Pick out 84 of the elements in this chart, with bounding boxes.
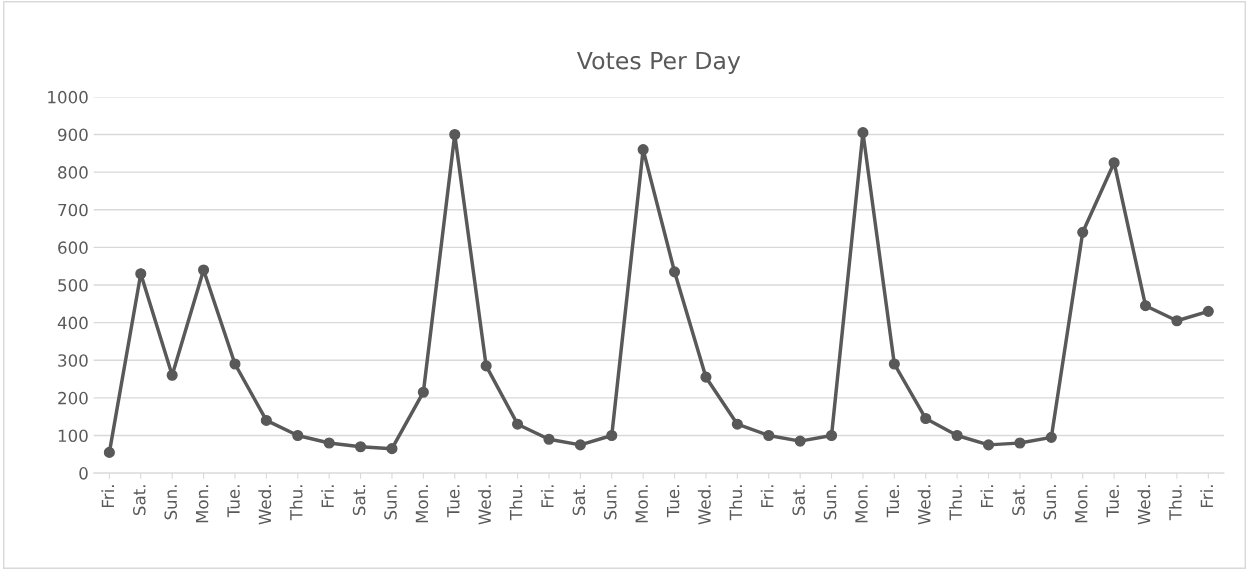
x-tick-label: Wed. — [917, 485, 931, 525]
y-tick-label: 400 — [57, 316, 88, 330]
x-tick-label: Thu. — [949, 485, 962, 521]
point — [355, 441, 367, 453]
x-tick-label: Sun. — [823, 485, 837, 520]
x-tick-label: Tue. — [886, 485, 900, 518]
point — [260, 414, 272, 426]
point — [198, 264, 210, 276]
y-tick-label: 200 — [58, 391, 88, 405]
x-tick-label: Sat. — [792, 485, 805, 516]
point — [1108, 157, 1120, 169]
x-tick-label: Wed. — [258, 485, 272, 525]
y-tick-label: 300 — [58, 354, 88, 367]
point — [323, 437, 335, 449]
point — [888, 358, 900, 370]
point — [857, 127, 869, 139]
x-tick-label: Mon. — [196, 485, 209, 523]
x-tick-label: Wed. — [478, 485, 491, 525]
point — [103, 446, 115, 458]
x-tick-label: Sat. — [1012, 485, 1025, 516]
point — [794, 435, 806, 447]
x-tick-label: Fri. — [760, 485, 774, 508]
chart-title: Votes Per Day — [576, 51, 741, 75]
x-tick-label: Sun. — [1043, 485, 1057, 520]
x-tick-label: Tue. — [666, 485, 680, 518]
point — [1045, 431, 1057, 443]
point — [1202, 305, 1214, 317]
x-tick-label: Thu. — [289, 485, 303, 521]
point — [511, 418, 524, 430]
point — [700, 371, 712, 383]
x-tick-label: Thu. — [729, 485, 743, 521]
y-tick-label: 100 — [58, 429, 88, 443]
x-tick-label: Mon. — [855, 485, 868, 523]
x-tick-label: Mon. — [1075, 485, 1088, 523]
x-tick-label: Fri. — [101, 485, 114, 508]
x-tick-label: Sun. — [603, 485, 617, 520]
point — [731, 418, 743, 430]
point — [480, 360, 492, 372]
point — [229, 358, 241, 370]
x-tick-label: Thu. — [509, 485, 523, 521]
point — [543, 433, 555, 445]
y-tick-label: 1000 — [48, 90, 88, 104]
x-tick-label: Sun. — [164, 485, 178, 520]
x-tick-label: Thu. — [1168, 485, 1182, 521]
point — [449, 128, 461, 141]
x-tick-label: Mon. — [415, 485, 429, 523]
x-tick-label: Wed. — [1137, 485, 1151, 525]
point — [1139, 300, 1152, 312]
x-tick-label: Sat. — [352, 485, 366, 516]
point — [166, 369, 178, 381]
point — [1171, 315, 1183, 327]
point — [417, 386, 429, 398]
point — [668, 266, 681, 278]
point — [951, 429, 963, 442]
y-tick-label: 0 — [79, 467, 88, 480]
y-tick-label: 600 — [58, 241, 88, 254]
point — [606, 429, 618, 442]
x-tick-label: Fri. — [980, 485, 994, 508]
y-tick-label: 700 — [58, 203, 88, 217]
point — [825, 429, 838, 442]
point — [637, 144, 649, 156]
x-tick-label: Tue. — [447, 485, 460, 518]
point — [763, 429, 775, 442]
y-tick-label: 500 — [58, 278, 88, 292]
x-tick-label: Fri. — [1200, 485, 1213, 508]
point — [386, 443, 398, 455]
x-tick-label: Sun. — [384, 485, 397, 520]
x-tick-label: Tue. — [227, 485, 240, 518]
x-tick-label: Sat. — [572, 485, 586, 516]
point — [1077, 226, 1089, 238]
point — [135, 268, 147, 280]
point — [1014, 437, 1026, 449]
point — [920, 412, 932, 425]
y-tick-label: 900 — [58, 128, 88, 142]
x-tick-label: Tue. — [1106, 485, 1119, 518]
x-tick-label: Fri. — [321, 485, 334, 508]
x-tick-label: Fri. — [540, 485, 554, 508]
point — [292, 429, 304, 442]
x-tick-label: Mon. — [635, 485, 648, 523]
y-tick-label: 800 — [58, 166, 88, 179]
x-tick-label: Sat. — [133, 485, 146, 516]
x-tick-label: Wed. — [697, 485, 711, 525]
point — [574, 439, 586, 451]
point — [982, 439, 995, 451]
